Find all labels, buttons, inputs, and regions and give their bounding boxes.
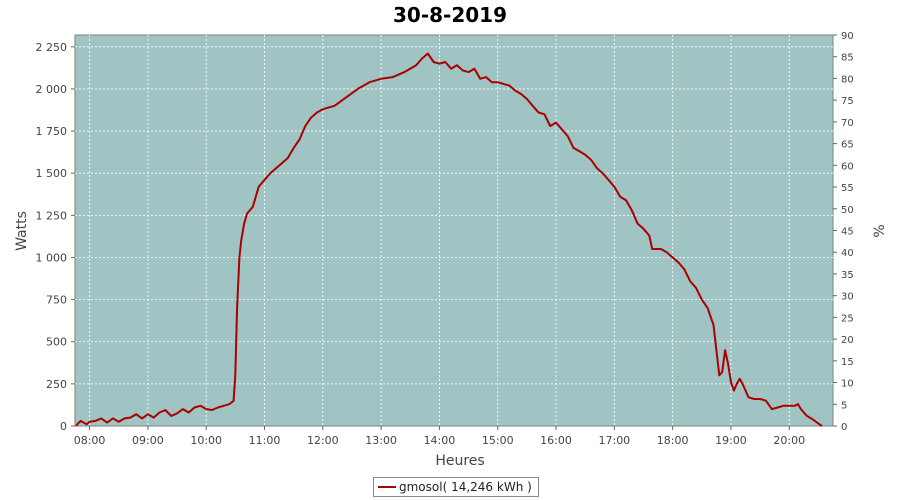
y2-tick-label: 55 bbox=[841, 183, 854, 194]
x-tick-label: 11:00 bbox=[249, 434, 281, 447]
y2-tick-label: 90 bbox=[841, 31, 854, 42]
y2-tick-label: 30 bbox=[841, 292, 854, 303]
y2-tick-label: 5 bbox=[841, 400, 847, 411]
y-tick-label: 1 000 bbox=[36, 251, 68, 264]
y2-tick-label: 65 bbox=[841, 140, 854, 151]
y-tick-label: 2 000 bbox=[36, 83, 68, 96]
legend: gmosol( 14,246 kWh ) bbox=[373, 477, 539, 497]
y2-tick-label: 0 bbox=[841, 422, 847, 433]
y-tick-label: 250 bbox=[46, 378, 67, 391]
y2-tick-label: 80 bbox=[841, 74, 854, 85]
y2-tick-label: 35 bbox=[841, 270, 854, 281]
x-tick-label: 15:00 bbox=[482, 434, 514, 447]
x-tick-label: 19:00 bbox=[715, 434, 747, 447]
y2-tick-label: 60 bbox=[841, 161, 854, 172]
legend-label: gmosol( 14,246 kWh ) bbox=[399, 480, 532, 494]
x-tick-label: 12:00 bbox=[307, 434, 339, 447]
y-axis-label: Watts bbox=[14, 211, 30, 251]
series-line bbox=[75, 52, 823, 427]
y-tick-label: 1 500 bbox=[36, 167, 68, 180]
y-tick-label: 750 bbox=[46, 294, 67, 307]
y2-tick-label: 25 bbox=[841, 313, 854, 324]
x-tick-label: 17:00 bbox=[598, 434, 630, 447]
y2-tick-label: 15 bbox=[841, 357, 854, 368]
x-tick-label: 13:00 bbox=[365, 434, 397, 447]
y2-axis-label: % bbox=[872, 224, 888, 237]
y2-tick-label: 50 bbox=[841, 205, 854, 216]
legend-swatch bbox=[378, 486, 396, 488]
y-tick-label: 2 250 bbox=[36, 41, 68, 54]
x-tick-label: 09:00 bbox=[132, 434, 164, 447]
chart-title: 30-8-2019 bbox=[393, 3, 507, 27]
y2-tick-label: 70 bbox=[841, 118, 854, 129]
x-tick-label: 18:00 bbox=[657, 434, 689, 447]
y2-tick-label: 45 bbox=[841, 227, 854, 238]
y2-tick-label: 10 bbox=[841, 379, 854, 390]
x-tick-label: 20:00 bbox=[773, 434, 805, 447]
x-tick-label: 14:00 bbox=[424, 434, 456, 447]
y2-tick-label: 85 bbox=[841, 53, 854, 64]
y2-tick-label: 20 bbox=[841, 335, 854, 346]
y-tick-label: 1 250 bbox=[36, 209, 68, 222]
y-tick-label: 1 750 bbox=[36, 125, 68, 138]
x-axis-label: Heures bbox=[435, 453, 484, 469]
x-tick-label: 16:00 bbox=[540, 434, 572, 447]
y-tick-label: 0 bbox=[60, 420, 67, 433]
x-tick-label: 10:00 bbox=[190, 434, 222, 447]
y-tick-label: 500 bbox=[46, 336, 67, 349]
y2-tick-label: 75 bbox=[841, 96, 854, 107]
x-tick-label: 08:00 bbox=[74, 434, 106, 447]
plot-area bbox=[74, 34, 834, 427]
y2-tick-label: 40 bbox=[841, 248, 854, 259]
